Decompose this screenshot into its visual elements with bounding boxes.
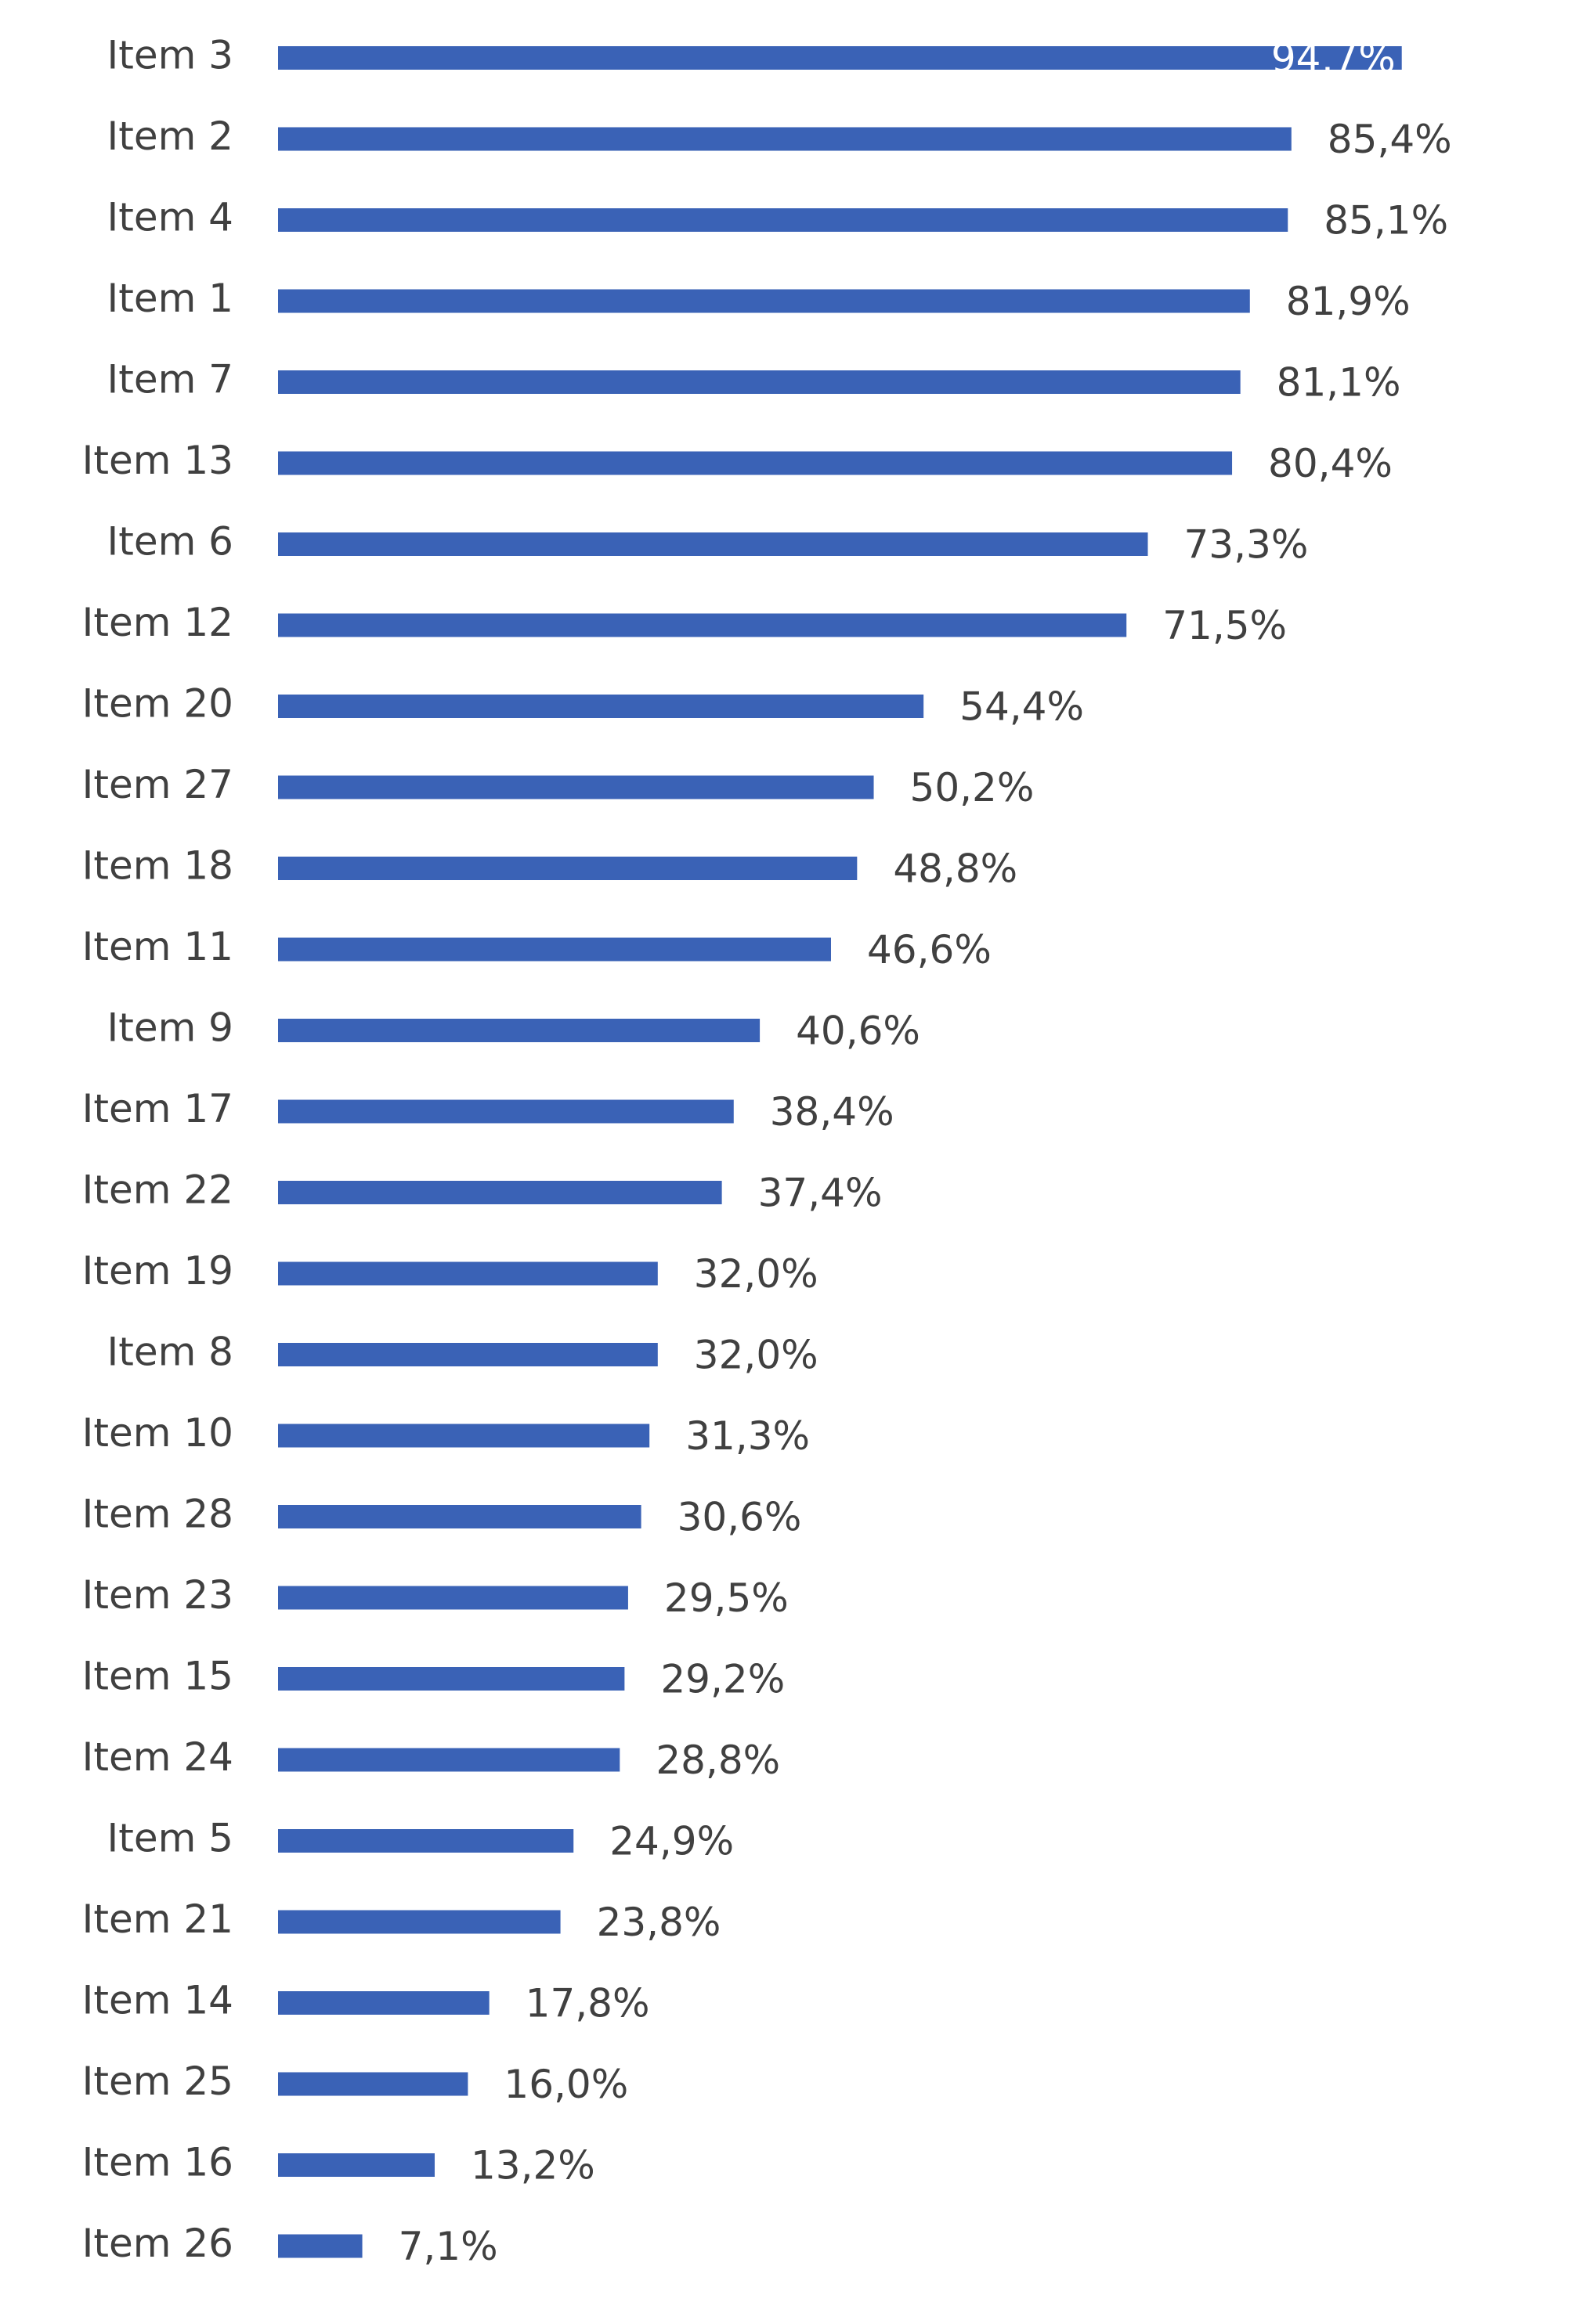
category-label: Item 6 xyxy=(107,519,233,565)
value-label: 40,6% xyxy=(796,1009,920,1054)
bar xyxy=(278,1505,641,1528)
category-label: Item 10 xyxy=(82,1410,233,1456)
bar xyxy=(278,2072,468,2096)
bar xyxy=(278,289,1250,313)
category-label: Item 3 xyxy=(107,33,233,78)
bar xyxy=(278,1261,658,1286)
bar xyxy=(278,695,924,718)
bar xyxy=(278,370,1241,394)
category-label: Item 25 xyxy=(82,2059,233,2104)
value-label: 85,4% xyxy=(1328,117,1452,162)
category-label: Item 7 xyxy=(107,357,233,402)
category-label: Item 17 xyxy=(82,1086,233,1131)
value-label: 81,9% xyxy=(1286,279,1411,324)
value-label: 29,5% xyxy=(664,1575,789,1621)
value-label: 28,8% xyxy=(656,1738,780,1783)
category-label: Item 8 xyxy=(107,1330,233,1375)
bar xyxy=(278,1181,722,1204)
category-label: Item 27 xyxy=(82,762,233,807)
category-label: Item 2 xyxy=(107,114,233,159)
value-label: 85,1% xyxy=(1324,198,1448,244)
value-label: 31,3% xyxy=(685,1413,810,1459)
value-label: 46,6% xyxy=(867,927,992,973)
bar xyxy=(278,937,831,962)
category-label: Item 18 xyxy=(82,843,233,889)
bar xyxy=(278,1019,761,1042)
value-label: 17,8% xyxy=(526,1981,650,2026)
category-label: Item 19 xyxy=(82,1248,233,1294)
category-label: Item 14 xyxy=(82,1978,233,2023)
bar xyxy=(278,2234,363,2258)
value-label: 29,2% xyxy=(660,1657,785,1702)
value-label: 24,9% xyxy=(609,1819,734,1864)
value-label: 38,4% xyxy=(770,1089,894,1135)
value-label: 50,2% xyxy=(910,765,1035,810)
category-label: Item 24 xyxy=(82,1734,233,1780)
bar xyxy=(278,46,1402,70)
value-label: 71,5% xyxy=(1162,603,1287,648)
value-label: 54,4% xyxy=(959,684,1084,730)
value-label: 7,1% xyxy=(399,2224,498,2269)
bar xyxy=(278,451,1233,475)
category-label: Item 11 xyxy=(82,924,233,969)
category-label: Item 26 xyxy=(82,2221,233,2266)
value-label: 30,6% xyxy=(677,1495,802,1540)
category-label: Item 23 xyxy=(82,1572,233,1618)
category-label: Item 15 xyxy=(82,1654,233,1699)
category-label: Item 13 xyxy=(82,438,233,483)
value-label: 32,0% xyxy=(694,1333,818,1378)
bar xyxy=(278,1424,650,1448)
category-label: Item 12 xyxy=(82,600,233,645)
category-label: Item 21 xyxy=(82,1896,233,1942)
bar xyxy=(278,1099,734,1124)
category-label: Item 16 xyxy=(82,2140,233,2185)
value-label: 16,0% xyxy=(504,2062,628,2107)
category-label: Item 1 xyxy=(107,276,233,321)
bar xyxy=(278,1667,625,1691)
bar xyxy=(278,775,874,799)
bar xyxy=(278,1586,628,1610)
bar xyxy=(278,1991,490,2015)
bar xyxy=(278,857,858,880)
value-label: 23,8% xyxy=(597,1900,721,1945)
category-label: Item 20 xyxy=(82,681,233,727)
bar xyxy=(278,1829,574,1853)
bar xyxy=(278,1343,658,1366)
value-label: 32,0% xyxy=(694,1251,818,1297)
bar xyxy=(278,532,1148,556)
value-label: 80,4% xyxy=(1268,441,1393,486)
category-label: Item 9 xyxy=(107,1005,233,1051)
bar xyxy=(278,2153,435,2177)
value-label: 13,2% xyxy=(471,2143,595,2189)
bar xyxy=(278,613,1127,637)
category-label: Item 28 xyxy=(82,1492,233,1537)
value-label: 37,4% xyxy=(758,1171,883,1216)
value-label: 81,1% xyxy=(1277,360,1401,406)
value-label: 73,3% xyxy=(1183,522,1308,568)
category-label: Item 22 xyxy=(82,1167,233,1213)
bar xyxy=(278,1910,561,1934)
bar xyxy=(278,1748,620,1772)
category-label: Item 4 xyxy=(107,195,233,240)
value-label: 48,8% xyxy=(893,846,1017,892)
bar xyxy=(278,127,1292,151)
bar xyxy=(278,208,1288,232)
value-label: 94,7% xyxy=(1271,36,1396,81)
category-label: Item 5 xyxy=(107,1816,233,1861)
